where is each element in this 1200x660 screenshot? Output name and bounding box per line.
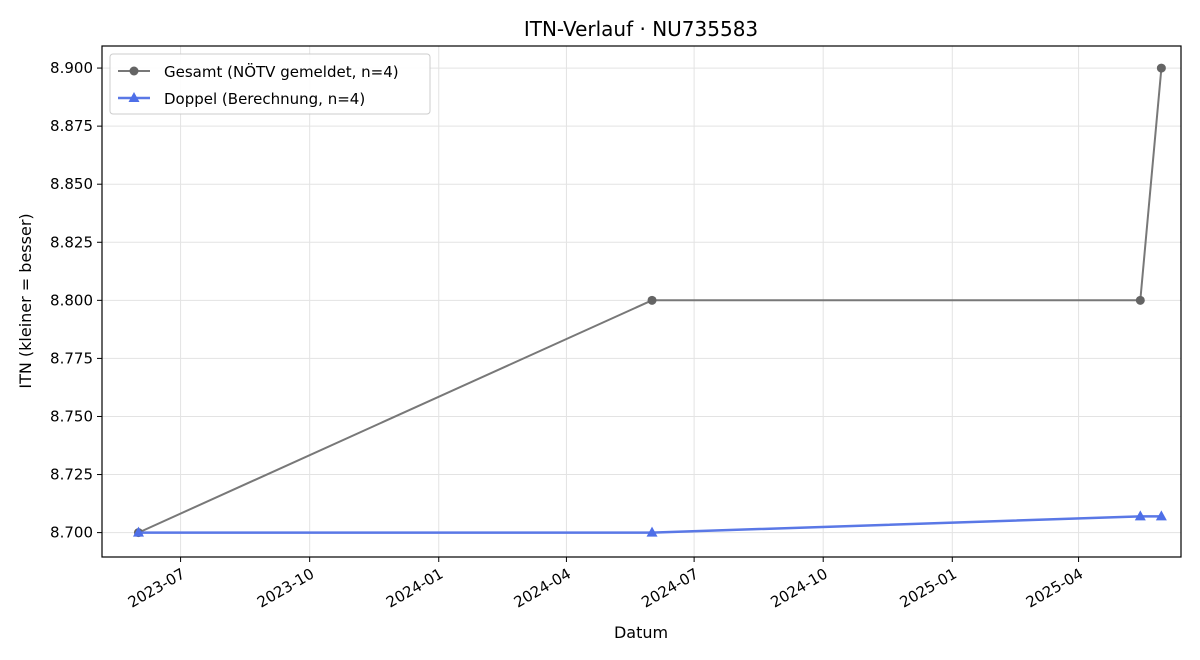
y-tick-label: 8.700 bbox=[50, 524, 93, 542]
axis-ticks: 2023-07 2023-10 2024-01 2024-04 2024-07 2024-… bbox=[50, 59, 1086, 611]
x-tick-label: 2025-01 bbox=[897, 565, 960, 612]
y-tick-label: 8.875 bbox=[50, 117, 93, 135]
x-axis-label: Datum bbox=[614, 623, 668, 642]
series-line-gesamt bbox=[138, 68, 1163, 534]
data-point-doppel bbox=[646, 526, 658, 537]
y-tick-label: 8.900 bbox=[50, 59, 93, 77]
x-tick-label: 2024-01 bbox=[383, 565, 446, 612]
data-point-doppel bbox=[132, 526, 144, 537]
x-tick-label: 2023-07 bbox=[125, 565, 188, 612]
x-tick-label: 2025-04 bbox=[1023, 565, 1086, 612]
legend-marker-doppel bbox=[128, 92, 140, 102]
plot-frame bbox=[101, 45, 1182, 558]
series-layer bbox=[132, 63, 1167, 538]
y-tick-label: 8.725 bbox=[50, 466, 93, 484]
series-line-doppel bbox=[138, 515, 1162, 534]
x-tick-label: 2024-10 bbox=[768, 565, 831, 612]
data-point-doppel bbox=[1155, 510, 1167, 521]
x-tick-label: 2024-07 bbox=[638, 565, 701, 612]
legend-label-gesamt: Gesamt (NÖTV gemeldet, n=4) bbox=[164, 62, 399, 81]
chart-title: ITN-Verlauf · NU735583 bbox=[524, 17, 758, 41]
grid bbox=[102, 46, 1181, 557]
y-tick-label: 8.775 bbox=[50, 349, 93, 367]
x-tick-label: 2023-10 bbox=[254, 565, 317, 612]
data-point-gesamt bbox=[1156, 63, 1166, 73]
data-point-gesamt bbox=[647, 295, 657, 305]
legend-marker-gesamt bbox=[129, 66, 139, 76]
x-tick-label: 2024-04 bbox=[511, 565, 574, 612]
y-tick-label: 8.850 bbox=[50, 175, 93, 193]
data-point-doppel bbox=[1134, 510, 1146, 521]
legend-box bbox=[109, 53, 431, 115]
y-tick-label: 8.825 bbox=[50, 233, 93, 251]
data-point-gesamt bbox=[1135, 295, 1145, 305]
y-axis-label: ITN (kleiner = besser) bbox=[16, 213, 35, 388]
y-tick-label: 8.750 bbox=[50, 407, 93, 425]
y-tick-label: 8.800 bbox=[50, 291, 93, 309]
legend-label-doppel: Doppel (Berechnung, n=4) bbox=[164, 90, 365, 108]
legend: Gesamt (NÖTV gemeldet, n=4) Doppel (Bere… bbox=[109, 53, 431, 115]
